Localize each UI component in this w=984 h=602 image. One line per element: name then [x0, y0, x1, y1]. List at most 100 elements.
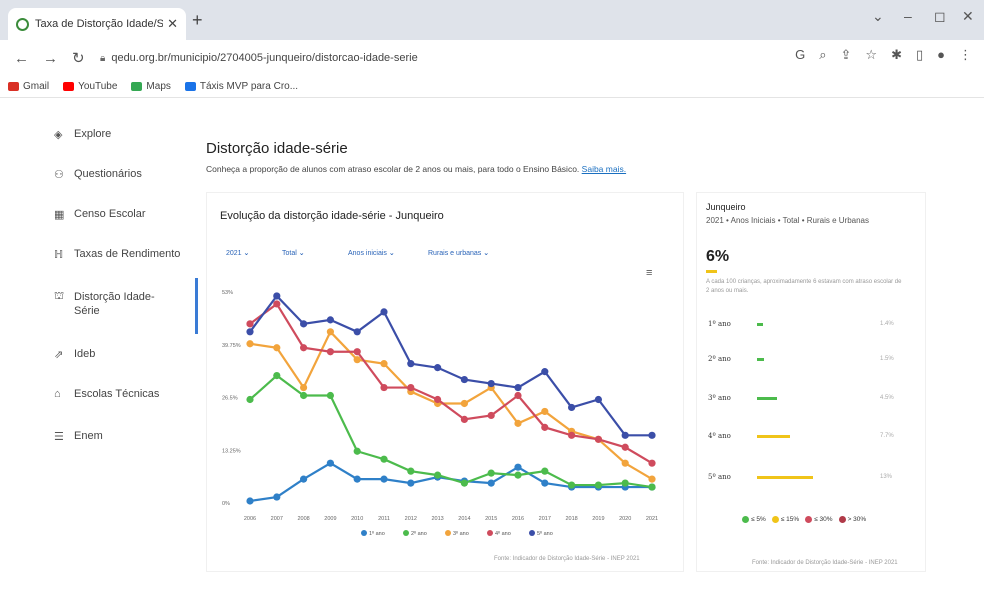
more-link[interactable]: Saiba mais.: [581, 164, 627, 174]
data-point: [273, 372, 281, 380]
y-tick-label: 26.5%: [222, 396, 238, 402]
reload-icon[interactable]: ↻: [72, 50, 85, 67]
rates-icon: ℍ: [54, 249, 64, 261]
data-point: [594, 435, 603, 443]
data-point: [273, 493, 281, 501]
data-point: [514, 463, 522, 471]
maximize-icon[interactable]: ◻: [934, 8, 946, 24]
legend-dot-icon: [805, 516, 813, 523]
legend-marker: [529, 530, 535, 536]
sidebar-item-5[interactable]: ⇗ Ideb: [54, 348, 204, 361]
zoom-icon[interactable]: ⌕: [819, 47, 827, 62]
sidebar-item-6[interactable]: ⌂ Escolas Técnicas: [54, 388, 204, 400]
data-point: [326, 328, 334, 336]
data-point: [353, 356, 361, 364]
new-tab-button[interactable]: +: [192, 10, 203, 30]
data-point: [380, 475, 388, 483]
people-icon: ⚇: [54, 169, 64, 181]
census-icon: ▦: [54, 209, 65, 221]
data-point: [380, 383, 388, 392]
close-window-icon[interactable]: ✕: [962, 8, 974, 24]
data-point: [407, 383, 415, 392]
legend-marker: [403, 530, 409, 536]
x-tick-label: 2014: [458, 516, 470, 522]
data-point: [300, 391, 308, 400]
color-legend-item: ≤ 15%: [771, 516, 799, 523]
share-icon[interactable]: ⇪: [840, 47, 852, 62]
chart-menu-icon[interactable]: ≡: [646, 267, 653, 279]
legend-dot-icon: [838, 516, 846, 523]
back-icon[interactable]: ←: [14, 49, 29, 67]
y-tick-label: 39.75%: [222, 343, 241, 349]
data-point: [246, 340, 254, 348]
filter-dropdown[interactable]: Total ⌄: [282, 249, 305, 257]
data-point: [594, 481, 603, 489]
data-point: [326, 316, 334, 324]
bookmark-item[interactable]: YouTube: [63, 81, 117, 92]
filter-dropdown[interactable]: Anos iniciais ⌄: [348, 249, 395, 257]
data-point: [648, 459, 656, 467]
summary-percent-bar: [706, 270, 717, 273]
sidebar-item-0[interactable]: ◈ Explore: [54, 128, 204, 141]
bookmark-item[interactable]: Maps: [131, 81, 171, 92]
star-icon[interactable]: ☆: [865, 47, 878, 62]
tab-search-icon[interactable]: ⌄: [872, 8, 884, 24]
minimize-icon[interactable]: –: [904, 8, 912, 24]
data-point: [300, 383, 308, 392]
color-legend-item: ≤ 5%: [742, 516, 766, 523]
filter-dropdown[interactable]: Rurais e urbanas ⌄: [428, 249, 489, 257]
grade-label: 5º ano: [708, 473, 731, 481]
bookmark-item[interactable]: Gmail: [8, 81, 49, 92]
data-point: [326, 391, 334, 400]
sidebar-item-1[interactable]: ⚇ Questionários: [54, 168, 204, 181]
x-tick-label: 2021: [646, 516, 658, 522]
sidebar-item-label: Questionários: [74, 168, 142, 180]
data-point: [648, 431, 656, 439]
color-legend-item: ≤ 30%: [805, 516, 833, 523]
data-point: [460, 415, 468, 423]
address-bar[interactable]: 🔒︎ qedu.org.br/municipio/2704005-junquei…: [90, 45, 790, 71]
filter-label: 2021: [226, 250, 242, 257]
series-line-1: [249, 374, 653, 489]
data-point: [273, 292, 281, 300]
browser-tab[interactable]: Taxa de Distorção Idade/Série - ... ✕: [8, 8, 186, 40]
sidebar-item-4[interactable]: ⛫ Distorção Idade-Série: [54, 290, 204, 318]
bookmark-item[interactable]: Táxis MVP para Cro...: [184, 81, 299, 92]
sidepanel-icon[interactable]: ▯: [915, 47, 924, 62]
data-point: [326, 348, 334, 356]
sidebar-item-3[interactable]: ℍ Taxas de Rendimento: [54, 248, 204, 261]
sidebar-item-7[interactable]: ☰ Enem: [54, 430, 204, 443]
tab-close-icon[interactable]: ✕: [167, 16, 178, 31]
grade-value: 4.5%: [880, 395, 894, 401]
data-point: [300, 475, 308, 483]
data-point: [246, 328, 254, 336]
sidebar-item-label: Taxas de Rendimento: [74, 248, 181, 260]
url-text: qedu.org.br/municipio/2704005-junqueiro/…: [111, 52, 418, 64]
extensions-icon[interactable]: ✱: [891, 47, 902, 62]
data-point: [487, 379, 495, 388]
filter-dropdown[interactable]: 2021 ⌄: [226, 249, 249, 257]
kebab-menu-icon[interactable]: ⋮: [959, 47, 972, 62]
tab-title: Taxa de Distorção Idade/Série - ...: [35, 18, 164, 30]
data-point: [487, 411, 495, 420]
sidebar-item-2[interactable]: ▦ Censo Escolar: [54, 208, 204, 221]
page-title: Distorção idade-série: [206, 140, 348, 157]
bookmark-label: Táxis MVP para Cro...: [199, 81, 299, 92]
grade-bar: [757, 435, 791, 438]
data-point: [246, 395, 254, 404]
data-point: [460, 375, 468, 384]
legend-label: 4º ano: [495, 530, 511, 537]
data-point: [273, 300, 281, 308]
grade-value: 13%: [880, 474, 893, 480]
google-icon[interactable]: G: [795, 47, 806, 62]
data-point: [300, 344, 308, 352]
active-indicator: [195, 278, 198, 334]
profile-icon[interactable]: ●: [937, 47, 945, 62]
data-point: [380, 455, 388, 463]
data-point: [353, 348, 361, 356]
series-line-4: [249, 294, 652, 437]
legend-label: 5º ano: [537, 530, 553, 537]
data-point: [541, 368, 549, 376]
forward-icon[interactable]: →: [43, 49, 58, 67]
legend-label: > 30%: [847, 516, 867, 524]
